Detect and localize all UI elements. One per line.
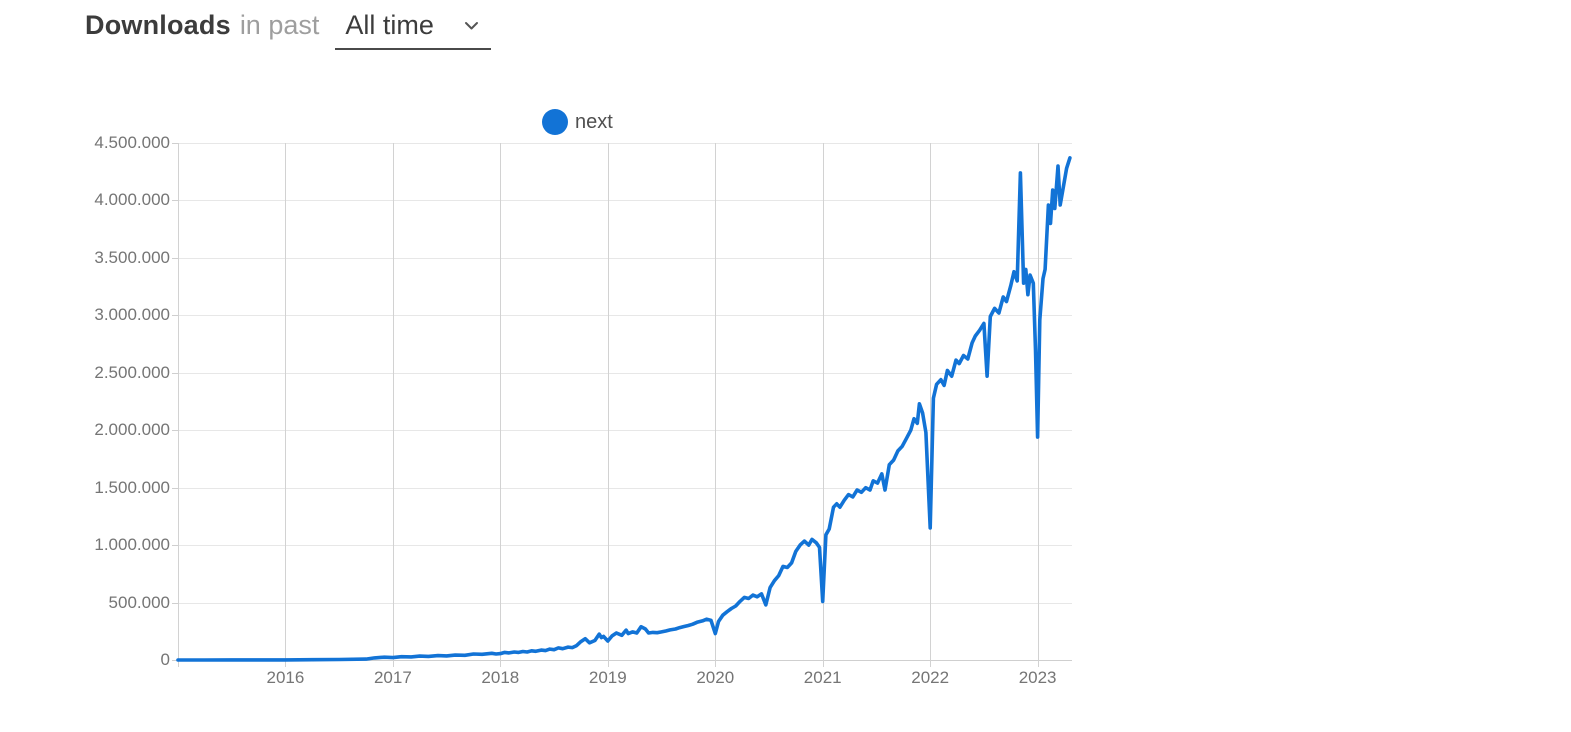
y-axis-label: 4.500.000 — [94, 133, 170, 152]
chart-header: Downloads in past All time — [85, 10, 491, 50]
y-axis-tick — [172, 487, 178, 489]
x-axis-label: 2017 — [373, 668, 412, 687]
x-axis-label: 2022 — [911, 668, 950, 687]
chart-legend: next — [542, 109, 613, 135]
page-title: Downloads — [85, 10, 231, 40]
y-gridline — [178, 143, 1072, 144]
x-axis-label: 2016 — [266, 668, 305, 687]
y-axis-label: 3.000.000 — [94, 305, 170, 325]
x-gridline — [930, 143, 932, 667]
x-axis-label: 2019 — [588, 668, 627, 687]
y-axis-tick — [172, 143, 178, 144]
y-axis-label: 3.500.000 — [94, 247, 170, 267]
y-axis-tick — [172, 200, 178, 202]
legend-dot-next — [542, 109, 568, 135]
y-gridline — [178, 257, 1072, 259]
x-gridline — [822, 143, 824, 667]
y-gridline — [178, 487, 1072, 489]
y-axis-label: 1.500.000 — [94, 477, 170, 497]
x-axis-label: 2021 — [803, 668, 842, 687]
downloads-line-chart — [172, 143, 1072, 667]
y-axis-tick — [172, 315, 178, 317]
y-gridline — [178, 372, 1072, 374]
y-gridline — [178, 200, 1072, 202]
x-axis-label: 2018 — [481, 668, 520, 687]
chevron-down-icon — [464, 21, 479, 31]
series-line-next — [176, 156, 1072, 662]
x-axis-label: 2020 — [696, 668, 735, 687]
y-axis-tick — [172, 430, 178, 432]
y-gridline — [178, 602, 1072, 604]
y-axis-label: 500.000 — [108, 592, 170, 612]
legend-label-next: next — [575, 110, 613, 133]
x-gridline — [285, 143, 287, 667]
y-axis-label: 4.000.000 — [94, 190, 170, 210]
x-gridline — [392, 143, 394, 667]
header-subtitle: in past — [239, 10, 320, 40]
y-axis-tick — [172, 372, 178, 374]
y-axis-label: 2.500.000 — [94, 362, 170, 382]
x-axis-label: 2023 — [1018, 668, 1057, 687]
y-axis-label: 1.000.000 — [94, 535, 170, 555]
y-axis-tick — [172, 257, 178, 259]
y-gridline — [178, 315, 1072, 317]
y-gridline — [178, 660, 1072, 661]
y-gridline — [178, 430, 1072, 432]
x-gridline — [500, 143, 502, 667]
y-axis-tick — [172, 660, 178, 661]
x-gridline — [715, 143, 717, 667]
y-gridline — [178, 545, 1072, 547]
plot-left-border — [178, 143, 179, 667]
x-gridline — [607, 143, 609, 667]
y-axis-label: 0 — [160, 650, 170, 669]
y-axis-tick — [172, 602, 178, 604]
time-range-dropdown[interactable]: All time — [335, 10, 491, 50]
y-axis-label: 2.000.000 — [94, 420, 170, 440]
time-range-value: All time — [345, 10, 434, 40]
y-axis-tick — [172, 545, 178, 547]
